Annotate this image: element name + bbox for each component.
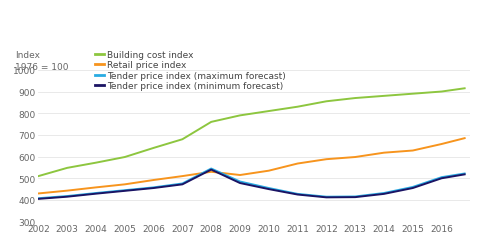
Legend: Building cost index, Retail price index, Tender price index (maximum forecast), : Building cost index, Retail price index,… <box>95 51 286 91</box>
Text: 1976 = 100: 1976 = 100 <box>14 63 68 72</box>
Text: Index: Index <box>14 51 40 60</box>
